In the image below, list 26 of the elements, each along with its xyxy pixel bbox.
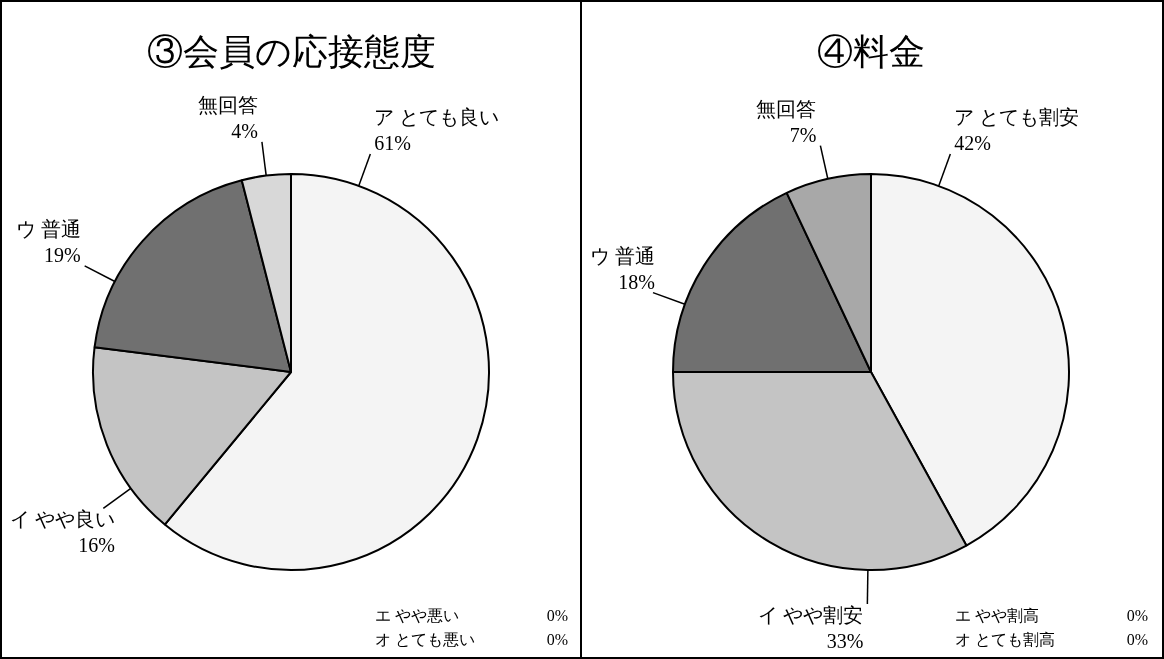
data-label: 4%: [231, 119, 258, 142]
slice-label: ア とても割安: [954, 105, 1080, 128]
slice-label: イ やや良い: [10, 508, 115, 531]
slice-label: ウ 普通: [590, 244, 655, 267]
slice-label: イ やや割安: [758, 603, 864, 626]
data-label: 33%: [826, 629, 864, 652]
chart-title: ③会員の応接態度: [146, 32, 436, 72]
category-label: エ やや悪い: [375, 607, 459, 624]
text: 0%: [1126, 631, 1148, 648]
slice-label: ア とても良い: [374, 105, 500, 128]
text: 0%: [1126, 607, 1148, 624]
slice-label: 無回答: [756, 97, 817, 120]
category-label: オ とても割高: [955, 631, 1055, 648]
chart-title: ④料金: [817, 32, 925, 72]
data-label: 61%: [374, 131, 412, 154]
category-label: オ とても悪い: [375, 631, 475, 648]
category-label: エ やや割高: [955, 607, 1039, 624]
data-label: 7%: [789, 123, 817, 146]
slice-label: 無回答: [197, 93, 258, 116]
data-label: 19%: [43, 243, 81, 266]
text: 0%: [546, 631, 568, 648]
text: 0%: [546, 607, 568, 624]
slice-label: ウ 普通: [15, 217, 81, 240]
data-label: 18%: [618, 270, 655, 293]
data-label: 16%: [78, 534, 115, 557]
data-label: 42%: [954, 131, 992, 154]
